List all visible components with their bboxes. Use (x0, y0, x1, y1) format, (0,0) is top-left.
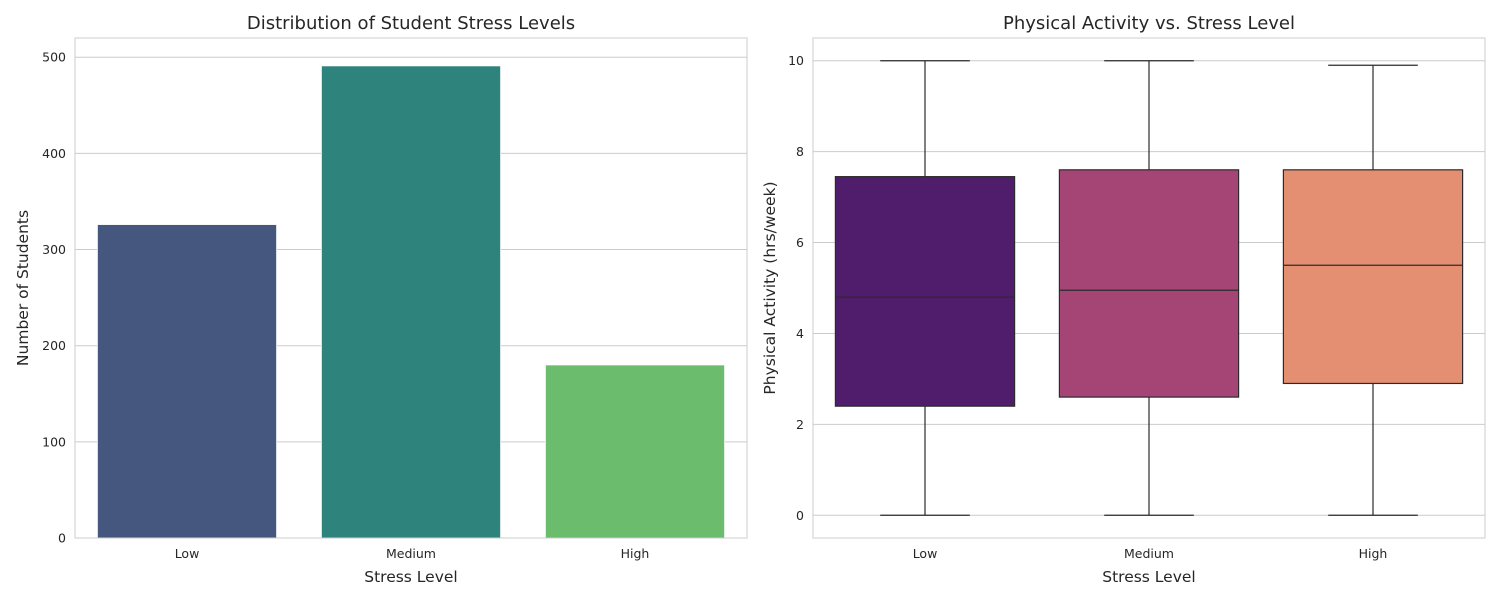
x-tick-label: High (621, 546, 650, 561)
plot-frame (74, 37, 748, 539)
stress-distribution-chart: Distribution of Student Stress Levels 0 1… (14, 13, 748, 586)
y-tick-label: 10 (788, 53, 804, 68)
y-tick-label: 4 (796, 326, 804, 341)
y-tick-label: 8 (796, 144, 804, 159)
y-tick-label: 400 (42, 146, 66, 161)
y-tick-label: 0 (58, 531, 66, 546)
y-axis-label: Physical Activity (hrs/week) (761, 181, 779, 394)
bar-low (97, 224, 277, 539)
box-medium (1058, 60, 1240, 516)
x-tick-label: Low (913, 546, 938, 561)
iqr-box (1058, 169, 1240, 398)
y-tick-label: 100 (42, 434, 66, 449)
boxes (834, 60, 1464, 516)
y-axis-label: Number of Students (14, 210, 32, 366)
box-low (834, 60, 1016, 516)
x-tick-label: Medium (386, 546, 436, 561)
y-tick-label: 0 (796, 508, 804, 523)
chart-title: Distribution of Student Stress Levels (247, 13, 575, 34)
plot-frame (812, 37, 1486, 539)
x-tick-labels: Low Medium High (913, 546, 1388, 561)
x-axis-label: Stress Level (364, 568, 457, 586)
y-tick-label: 2 (796, 417, 804, 432)
x-tick-label: Low (175, 546, 200, 561)
y-tick-labels: 0 100 200 300 400 500 (42, 50, 66, 546)
bar-high (545, 364, 726, 539)
activity-vs-stress-chart: Physical Activity vs. Stress Level 0 2 4 6 8… (761, 13, 1486, 586)
x-axis-label: Stress Level (1102, 568, 1195, 586)
box-high (1282, 64, 1464, 516)
bars (97, 65, 726, 539)
y-tick-label: 200 (42, 338, 66, 353)
y-tick-label: 300 (42, 242, 66, 257)
x-tick-label: Medium (1124, 546, 1174, 561)
y-tick-label: 6 (796, 235, 804, 250)
y-tick-labels: 0 2 4 6 8 10 (788, 53, 804, 523)
x-tick-label: High (1359, 546, 1388, 561)
chart-title: Physical Activity vs. Stress Level (1003, 13, 1295, 34)
iqr-box (834, 176, 1016, 407)
iqr-box (1282, 169, 1464, 385)
x-tick-labels: Low Medium High (175, 546, 650, 561)
bar-medium (320, 65, 501, 539)
y-tick-label: 500 (42, 50, 66, 65)
